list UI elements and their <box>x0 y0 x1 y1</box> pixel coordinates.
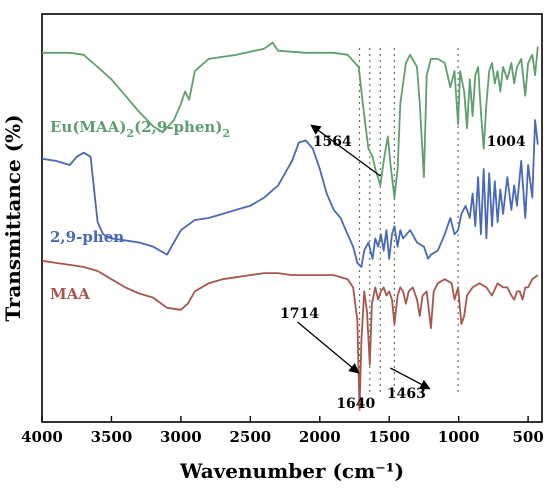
annotation-1714: 1714 <box>280 306 319 322</box>
x-tick-label-1500: 1500 <box>368 428 410 446</box>
plot-frame <box>41 13 543 423</box>
annotation-1463: 1463 <box>387 386 426 402</box>
x-tick-label-4000: 4000 <box>21 428 63 446</box>
annotation-arrow-0 <box>310 124 381 177</box>
x-tick-label-2500: 2500 <box>229 428 271 446</box>
series-label-eu-sub1: 2 <box>126 127 134 140</box>
annotation-1004: 1004 <box>487 134 526 150</box>
series-layer <box>41 41 539 411</box>
annotation-arrows <box>297 124 431 390</box>
x-tick-label-3500: 3500 <box>91 428 133 446</box>
x-tick-label-2000: 2000 <box>299 428 341 446</box>
annotation-arrow-1 <box>297 321 360 374</box>
x-tick-label-500: 500 <box>512 428 543 446</box>
guide-lines <box>358 48 459 396</box>
series-line-2 <box>41 259 539 411</box>
series-label-eu-mid: (2,9-phen) <box>134 118 222 136</box>
series-label-eu-main: Eu(MAA) <box>50 118 126 136</box>
series-label-maa: MAA <box>50 285 90 303</box>
x-axis-ticks: 4000 3500 3000 2500 2000 1500 1000 500 <box>21 416 544 446</box>
y-axis-title: Transmittance (%) <box>1 114 25 321</box>
annotation-1564: 1564 <box>313 134 352 150</box>
series-label-eu: Eu(MAA)2(2,9-phen)2 <box>50 118 230 140</box>
annotation-1640: 1640 <box>336 396 375 412</box>
x-tick-label-1000: 1000 <box>438 428 480 446</box>
series-line-0 <box>42 41 539 199</box>
series-line-1 <box>41 119 539 268</box>
annotation-layer: 1564 1004 1714 1640 1463 <box>280 134 526 412</box>
series-label-phen: 2,9-phen <box>50 228 124 246</box>
annotation-arrow-2 <box>390 367 431 390</box>
x-axis-title: Wavenumber (cm⁻¹) <box>179 459 404 483</box>
series-label-eu-sub2: 2 <box>222 127 230 140</box>
x-tick-label-3000: 3000 <box>160 428 202 446</box>
